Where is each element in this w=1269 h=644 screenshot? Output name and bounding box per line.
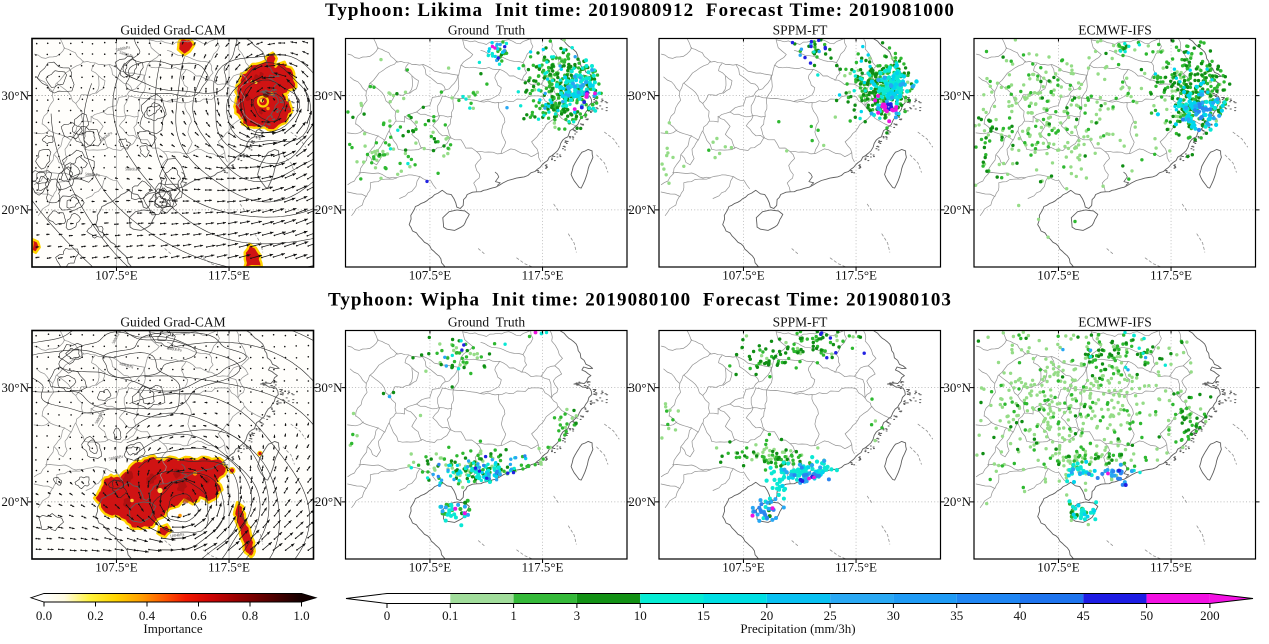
svg-text:20°N: 20°N: [315, 494, 343, 509]
svg-text:107.5°E: 107.5°E: [409, 268, 451, 283]
svg-text:107.5°E: 107.5°E: [722, 268, 764, 283]
svg-text:117.5°E: 117.5°E: [1150, 560, 1192, 575]
svg-text:5880hPa: 5880hPa: [125, 167, 140, 172]
svg-text:10: 10: [634, 608, 647, 623]
svg-text:0.0: 0.0: [36, 608, 52, 623]
svg-text:20°N: 20°N: [315, 202, 343, 217]
svg-text:Ground Truth: Ground Truth: [448, 23, 526, 38]
svg-text:117.5°E: 117.5°E: [835, 268, 877, 283]
svg-text:0.6: 0.6: [190, 608, 207, 623]
svg-text:20: 20: [760, 608, 773, 623]
svg-text:Typhoon: Wipha Init time: 201: Typhoon: Wipha Init time: 2019080100 For…: [328, 290, 952, 311]
svg-text:117.5°E: 117.5°E: [208, 268, 250, 283]
svg-text:5880hPa: 5880hPa: [108, 454, 124, 462]
svg-text:117.5°E: 117.5°E: [522, 560, 564, 575]
svg-text:30: 30: [887, 608, 900, 623]
svg-text:117.5°E: 117.5°E: [1150, 268, 1192, 283]
svg-text:20°N: 20°N: [628, 202, 656, 217]
svg-text:5880hPa: 5880hPa: [85, 172, 100, 178]
svg-text:Guided Grad-CAM: Guided Grad-CAM: [120, 23, 225, 38]
svg-text:50: 50: [1140, 608, 1153, 623]
svg-text:107.5°E: 107.5°E: [95, 560, 137, 575]
svg-text:35: 35: [950, 608, 963, 623]
svg-text:107.5°E: 107.5°E: [409, 560, 451, 575]
svg-text:200: 200: [1200, 608, 1220, 623]
svg-text:107.5°E: 107.5°E: [1037, 560, 1079, 575]
svg-text:1004hPa: 1004hPa: [169, 531, 184, 538]
svg-text:Ground Truth: Ground Truth: [448, 315, 526, 330]
svg-text:117.5°E: 117.5°E: [522, 268, 564, 283]
svg-text:20°N: 20°N: [1, 202, 29, 217]
svg-text:20°N: 20°N: [628, 494, 656, 509]
svg-text:30°N: 30°N: [943, 380, 971, 395]
svg-text:ECMWF-IFS: ECMWF-IFS: [1078, 315, 1152, 330]
svg-text:ECMWF-IFS: ECMWF-IFS: [1078, 23, 1152, 38]
svg-text:Typhoon: Likima Init time: 20: Typhoon: Likima Init time: 2019080912 Fo…: [325, 0, 955, 21]
svg-text:0.8: 0.8: [242, 608, 258, 623]
svg-text:5880hPa: 5880hPa: [167, 346, 182, 353]
svg-text:Importance: Importance: [143, 621, 202, 636]
svg-text:5880hPa: 5880hPa: [119, 361, 135, 370]
svg-text:30°N: 30°N: [1, 380, 29, 395]
svg-text:20°N: 20°N: [943, 202, 971, 217]
svg-text:0.2: 0.2: [87, 608, 103, 623]
svg-text:0.4: 0.4: [139, 608, 156, 623]
svg-text:30°N: 30°N: [943, 88, 971, 103]
svg-text:107.5°E: 107.5°E: [722, 560, 764, 575]
svg-text:25: 25: [824, 608, 837, 623]
svg-text:107.5°E: 107.5°E: [1037, 268, 1079, 283]
svg-text:15: 15: [697, 608, 710, 623]
svg-text:30°N: 30°N: [315, 88, 343, 103]
svg-text:30°N: 30°N: [315, 380, 343, 395]
svg-text:5880hPa: 5880hPa: [115, 44, 131, 52]
svg-text:SPPM-FT: SPPM-FT: [773, 315, 829, 330]
svg-text:0.1: 0.1: [442, 608, 458, 623]
svg-text:40: 40: [1014, 608, 1027, 623]
svg-text:30°N: 30°N: [628, 380, 656, 395]
svg-text:20°N: 20°N: [1, 494, 29, 509]
svg-text:30°N: 30°N: [1, 88, 29, 103]
svg-text:5880hPa: 5880hPa: [94, 410, 106, 425]
svg-text:0: 0: [384, 608, 391, 623]
svg-text:30°N: 30°N: [628, 88, 656, 103]
svg-text:1.0: 1.0: [293, 608, 309, 623]
svg-text:Guided Grad-CAM: Guided Grad-CAM: [120, 315, 225, 330]
svg-text:3: 3: [574, 608, 581, 623]
svg-text:107.5°E: 107.5°E: [95, 268, 137, 283]
svg-text:117.5°E: 117.5°E: [835, 560, 877, 575]
svg-text:Precipitation (mm/3h): Precipitation (mm/3h): [740, 621, 855, 636]
svg-text:1: 1: [510, 608, 517, 623]
svg-text:20°N: 20°N: [943, 494, 971, 509]
svg-text:117.5°E: 117.5°E: [208, 560, 250, 575]
svg-text:5880hPa: 5880hPa: [110, 330, 121, 345]
svg-text:SPPM-FT: SPPM-FT: [773, 23, 829, 38]
svg-text:45: 45: [1077, 608, 1090, 623]
